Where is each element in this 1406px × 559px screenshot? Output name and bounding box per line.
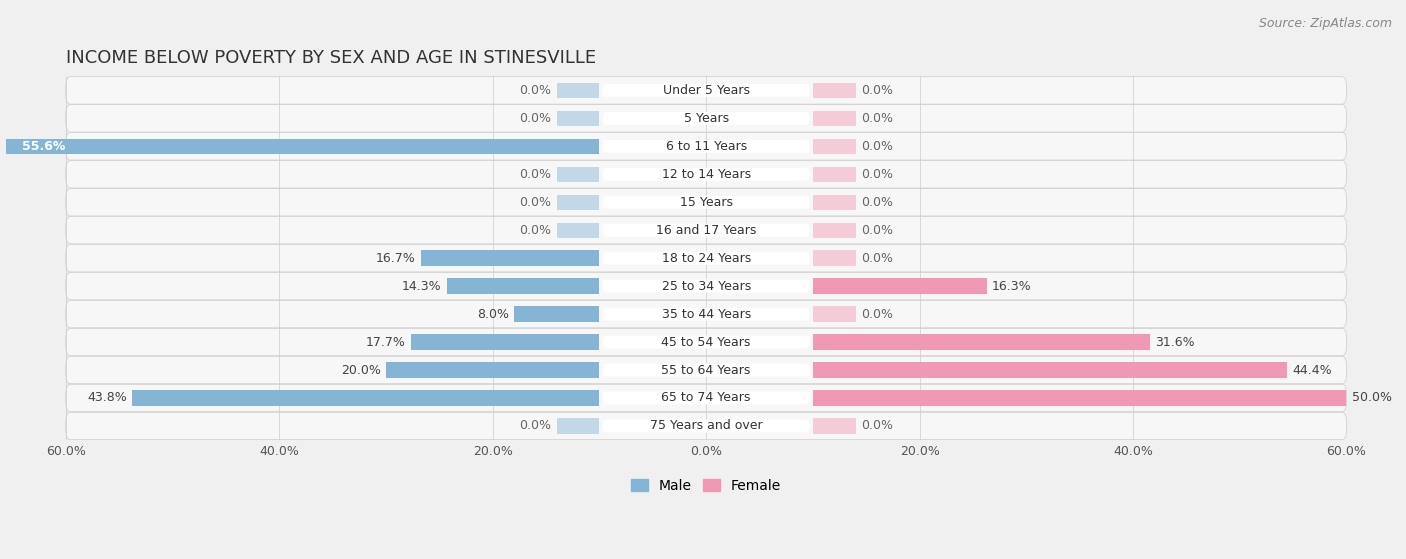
Text: 50.0%: 50.0% bbox=[1351, 391, 1392, 405]
Bar bbox=[132, 390, 599, 406]
Bar bbox=[6, 139, 599, 154]
Text: 35 to 44 Years: 35 to 44 Years bbox=[662, 307, 751, 321]
Bar bbox=[557, 418, 599, 434]
Text: 0.0%: 0.0% bbox=[519, 419, 551, 433]
FancyBboxPatch shape bbox=[603, 112, 810, 125]
Bar bbox=[813, 362, 1286, 378]
Text: 0.0%: 0.0% bbox=[860, 140, 893, 153]
Text: 0.0%: 0.0% bbox=[519, 168, 551, 181]
FancyBboxPatch shape bbox=[603, 419, 810, 432]
FancyBboxPatch shape bbox=[603, 252, 810, 264]
Text: 20.0%: 20.0% bbox=[340, 363, 381, 377]
Bar bbox=[515, 306, 599, 322]
Text: 17.7%: 17.7% bbox=[366, 335, 405, 349]
Bar bbox=[813, 278, 987, 294]
FancyBboxPatch shape bbox=[603, 363, 810, 376]
Text: 0.0%: 0.0% bbox=[860, 196, 893, 209]
Text: 0.0%: 0.0% bbox=[519, 112, 551, 125]
Bar bbox=[557, 195, 599, 210]
Text: 0.0%: 0.0% bbox=[860, 419, 893, 433]
FancyBboxPatch shape bbox=[603, 280, 810, 292]
Bar bbox=[813, 418, 856, 434]
FancyBboxPatch shape bbox=[66, 105, 1347, 132]
Bar bbox=[813, 139, 856, 154]
Bar bbox=[813, 334, 1150, 350]
Bar bbox=[813, 83, 856, 98]
Bar bbox=[387, 362, 599, 378]
Text: 0.0%: 0.0% bbox=[860, 307, 893, 321]
Bar bbox=[557, 111, 599, 126]
Bar bbox=[557, 83, 599, 98]
FancyBboxPatch shape bbox=[603, 391, 810, 404]
FancyBboxPatch shape bbox=[66, 272, 1347, 300]
Text: 75 Years and over: 75 Years and over bbox=[650, 419, 762, 433]
Text: 0.0%: 0.0% bbox=[519, 84, 551, 97]
Bar bbox=[422, 250, 599, 266]
Text: 0.0%: 0.0% bbox=[860, 224, 893, 236]
Text: 44.4%: 44.4% bbox=[1292, 363, 1331, 377]
FancyBboxPatch shape bbox=[66, 77, 1347, 104]
Text: 16.7%: 16.7% bbox=[377, 252, 416, 264]
FancyBboxPatch shape bbox=[603, 196, 810, 209]
Bar bbox=[813, 390, 1347, 406]
Bar bbox=[557, 167, 599, 182]
Text: 0.0%: 0.0% bbox=[860, 84, 893, 97]
Text: 0.0%: 0.0% bbox=[519, 224, 551, 236]
FancyBboxPatch shape bbox=[66, 244, 1347, 272]
Bar bbox=[411, 334, 599, 350]
FancyBboxPatch shape bbox=[603, 140, 810, 153]
FancyBboxPatch shape bbox=[603, 168, 810, 181]
Text: 8.0%: 8.0% bbox=[477, 307, 509, 321]
FancyBboxPatch shape bbox=[603, 307, 810, 320]
FancyBboxPatch shape bbox=[66, 300, 1347, 328]
Text: 45 to 54 Years: 45 to 54 Years bbox=[661, 335, 751, 349]
Text: 0.0%: 0.0% bbox=[860, 252, 893, 264]
Text: 6 to 11 Years: 6 to 11 Years bbox=[665, 140, 747, 153]
Bar bbox=[813, 250, 856, 266]
FancyBboxPatch shape bbox=[603, 335, 810, 348]
Text: 12 to 14 Years: 12 to 14 Years bbox=[662, 168, 751, 181]
FancyBboxPatch shape bbox=[66, 132, 1347, 160]
FancyBboxPatch shape bbox=[66, 328, 1347, 356]
Legend: Male, Female: Male, Female bbox=[626, 473, 787, 499]
Bar bbox=[813, 111, 856, 126]
Text: 31.6%: 31.6% bbox=[1156, 335, 1195, 349]
Text: INCOME BELOW POVERTY BY SEX AND AGE IN STINESVILLE: INCOME BELOW POVERTY BY SEX AND AGE IN S… bbox=[66, 49, 596, 67]
Text: 0.0%: 0.0% bbox=[519, 196, 551, 209]
Bar bbox=[447, 278, 599, 294]
Text: Under 5 Years: Under 5 Years bbox=[662, 84, 749, 97]
Text: 0.0%: 0.0% bbox=[860, 112, 893, 125]
Text: Source: ZipAtlas.com: Source: ZipAtlas.com bbox=[1258, 17, 1392, 30]
Bar bbox=[557, 222, 599, 238]
FancyBboxPatch shape bbox=[66, 384, 1347, 411]
Text: 5 Years: 5 Years bbox=[683, 112, 728, 125]
FancyBboxPatch shape bbox=[66, 356, 1347, 383]
Bar bbox=[813, 195, 856, 210]
FancyBboxPatch shape bbox=[66, 188, 1347, 216]
FancyBboxPatch shape bbox=[66, 160, 1347, 188]
Text: 43.8%: 43.8% bbox=[87, 391, 127, 405]
FancyBboxPatch shape bbox=[66, 412, 1347, 439]
Text: 65 to 74 Years: 65 to 74 Years bbox=[661, 391, 751, 405]
FancyBboxPatch shape bbox=[603, 84, 810, 97]
Text: 0.0%: 0.0% bbox=[860, 168, 893, 181]
Text: 16.3%: 16.3% bbox=[993, 280, 1032, 293]
Bar bbox=[813, 222, 856, 238]
Text: 25 to 34 Years: 25 to 34 Years bbox=[662, 280, 751, 293]
Bar bbox=[813, 306, 856, 322]
Text: 55.6%: 55.6% bbox=[22, 140, 66, 153]
Text: 55 to 64 Years: 55 to 64 Years bbox=[661, 363, 751, 377]
Text: 15 Years: 15 Years bbox=[679, 196, 733, 209]
Text: 16 and 17 Years: 16 and 17 Years bbox=[657, 224, 756, 236]
Text: 18 to 24 Years: 18 to 24 Years bbox=[662, 252, 751, 264]
Text: 14.3%: 14.3% bbox=[402, 280, 441, 293]
Bar bbox=[813, 167, 856, 182]
FancyBboxPatch shape bbox=[603, 224, 810, 236]
FancyBboxPatch shape bbox=[66, 216, 1347, 244]
